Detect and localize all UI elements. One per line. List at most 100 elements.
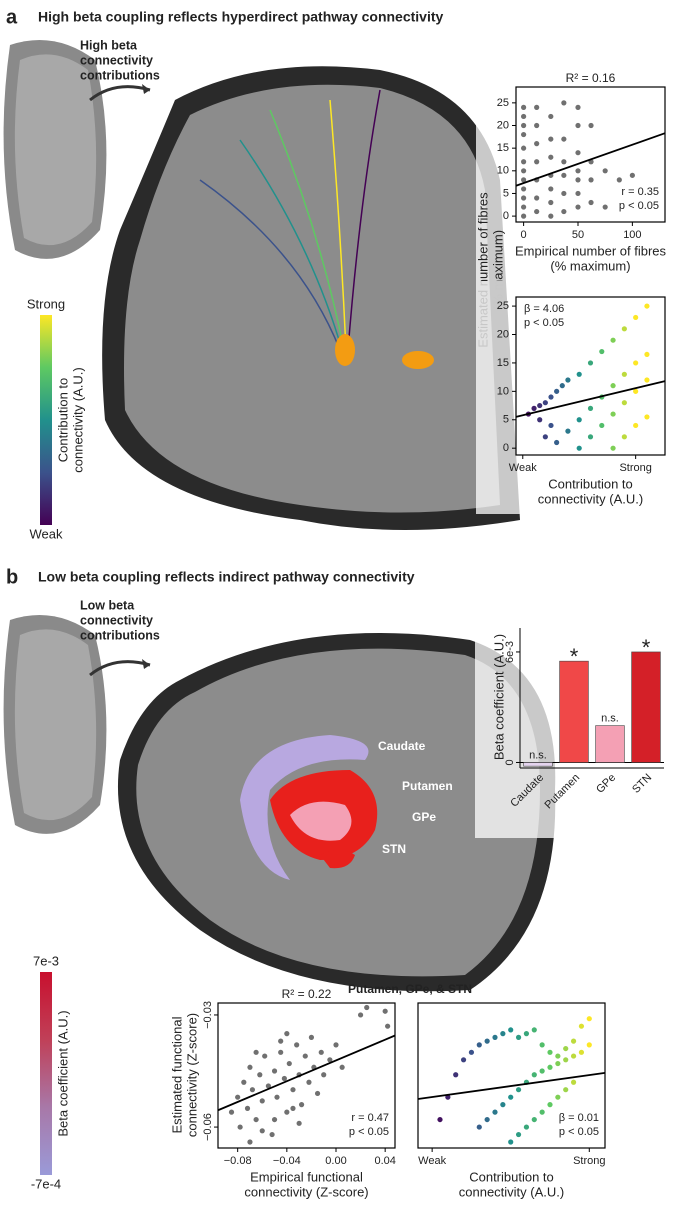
data-point <box>521 213 527 219</box>
data-point <box>265 1083 271 1089</box>
brain-images-b <box>3 615 556 992</box>
panel-title: Low beta coupling reflects indirect path… <box>38 569 415 585</box>
data-point <box>534 141 540 147</box>
data-point <box>575 190 581 197</box>
data-point <box>539 1042 545 1048</box>
data-point <box>294 1042 300 1048</box>
y-tick-label: 20 <box>497 328 509 340</box>
data-point <box>284 1109 290 1115</box>
data-point <box>259 1098 265 1104</box>
data-point <box>621 326 627 332</box>
data-point <box>644 414 650 420</box>
y-tick-label: 0 <box>503 210 509 222</box>
data-point <box>554 388 560 394</box>
data-point <box>561 100 567 106</box>
data-point <box>548 113 554 120</box>
data-point <box>364 1004 370 1011</box>
x-axis-label: Empirical functional <box>250 1169 363 1184</box>
data-point <box>492 1109 498 1115</box>
data-point <box>555 1094 561 1100</box>
y-tick-label: 6e-3 <box>504 641 516 663</box>
data-point <box>385 1023 391 1029</box>
y-tick-label: 0 <box>503 442 509 454</box>
data-point <box>274 1094 280 1100</box>
colorbar-title: Beta coefficient (A.U.) <box>55 1010 70 1136</box>
inset-label: connectivity <box>80 53 153 67</box>
annotation: β = 0.01 <box>559 1112 599 1124</box>
data-point <box>633 388 639 394</box>
data-point <box>539 1068 545 1074</box>
data-point <box>575 204 581 210</box>
data-point <box>296 1120 302 1126</box>
data-point <box>382 1008 388 1014</box>
data-point <box>468 1049 475 1055</box>
fit-line <box>515 132 666 187</box>
bar-annotation: n.s. <box>529 749 547 761</box>
data-point <box>548 136 554 142</box>
data-point <box>453 1072 459 1078</box>
tract <box>239 139 343 351</box>
data-point <box>521 159 527 165</box>
data-point <box>290 1105 296 1111</box>
data-point <box>302 1053 308 1059</box>
panel-label: a <box>6 6 18 28</box>
x-tick-label: Weak <box>509 462 537 474</box>
inset-label: contributions <box>80 68 160 82</box>
structure-label: Caudate <box>378 739 426 753</box>
data-point <box>542 400 548 406</box>
annotation: p < 0.05 <box>524 317 564 329</box>
y-tick-label: 25 <box>497 97 509 109</box>
x-axis-label: connectivity (A.U.) <box>538 491 643 506</box>
y-tick-label: 5 <box>503 414 509 426</box>
data-point <box>492 1034 498 1040</box>
data-point <box>548 422 554 429</box>
data-point <box>588 199 594 206</box>
data-point <box>588 177 594 183</box>
panel-title: High beta coupling reflects hyperdirect … <box>38 9 444 25</box>
data-point <box>644 377 650 383</box>
data-point <box>548 186 554 192</box>
data-point <box>306 1079 312 1085</box>
data-point <box>542 434 548 440</box>
subfigure-title: Putamen, GPe, & STN <box>348 982 472 996</box>
y-axis-label: Beta coefficient (A.U.) <box>491 634 506 760</box>
data-point <box>318 1049 324 1055</box>
data-point <box>278 1038 284 1044</box>
inset-label: connectivity <box>80 613 153 627</box>
y-axis-label: connectivity (Z-score) <box>184 1013 199 1137</box>
data-point <box>523 1124 530 1130</box>
data-point <box>521 204 527 210</box>
data-point <box>241 1079 247 1085</box>
data-point <box>515 1087 522 1093</box>
data-point <box>521 168 527 174</box>
fit-line <box>515 380 666 418</box>
data-point <box>575 150 581 156</box>
data-point <box>298 1102 305 1108</box>
data-point <box>547 1102 553 1108</box>
structure-label: Putamen <box>402 779 453 793</box>
data-point <box>437 1116 443 1123</box>
data-point <box>633 360 639 366</box>
data-point <box>308 1034 315 1040</box>
x-tick-label: Strong <box>573 1155 605 1167</box>
x-tick-label: 0.00 <box>325 1155 346 1167</box>
plot-frame <box>515 296 666 456</box>
y-tick-label: 0 <box>504 759 516 765</box>
data-point <box>561 208 567 215</box>
data-point <box>633 422 639 429</box>
data-point <box>610 337 616 343</box>
data-point <box>521 195 527 201</box>
data-point <box>587 360 594 366</box>
data-point <box>561 159 567 165</box>
y-axis-label: Estimated functional <box>169 1016 184 1133</box>
data-point <box>271 1068 278 1074</box>
x-axis-label: connectivity (Z-score) <box>244 1184 368 1199</box>
structure-label: GPe <box>412 810 436 824</box>
data-point <box>314 1090 321 1097</box>
data-point <box>578 1049 585 1055</box>
data-point <box>333 1042 339 1048</box>
data-point <box>547 1064 553 1070</box>
data-point <box>531 1116 537 1123</box>
colorbar-title: Contribution to <box>55 378 70 463</box>
